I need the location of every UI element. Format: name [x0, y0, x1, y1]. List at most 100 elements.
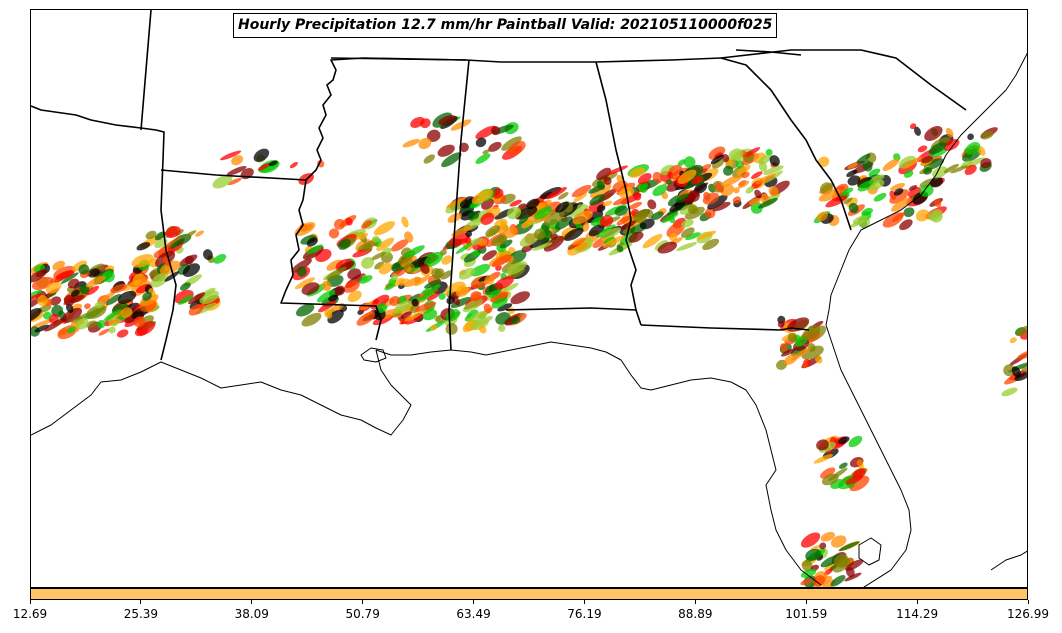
paintball-blob	[632, 191, 642, 201]
paintball-blob	[903, 207, 915, 218]
paintball-blob	[980, 131, 994, 140]
paintball-blob	[539, 186, 562, 200]
colorbar-tick-label: 126.99	[1007, 607, 1049, 621]
paintball-blob	[86, 285, 100, 296]
paintball-blob	[915, 209, 930, 222]
paintball-blob	[757, 197, 778, 209]
paintball-blob	[359, 275, 373, 284]
paintball-blob	[87, 268, 100, 278]
paintball-blob	[31, 298, 42, 310]
paintball-blob	[740, 171, 750, 179]
paintball-blob	[787, 332, 797, 343]
paintball-blob	[712, 201, 731, 212]
paintball-blob	[474, 315, 493, 327]
border-tennessee-north	[330, 57, 722, 63]
paintball-blob	[816, 211, 829, 222]
paintball-blob	[458, 267, 476, 280]
paintball-blob	[110, 283, 128, 294]
paintball-blob	[614, 205, 628, 216]
paintball-blob	[31, 308, 42, 323]
paintball-blob	[478, 239, 488, 247]
paintball-blob	[51, 305, 64, 317]
paintball-blob	[165, 226, 181, 239]
colorbar-tick	[916, 600, 918, 604]
map-title: Hourly Precipitation 12.7 mm/hr Paintbal…	[233, 13, 778, 38]
paintball-blob	[400, 311, 413, 319]
paintball-blob	[67, 278, 80, 289]
paintball-blob	[98, 328, 110, 336]
colorbar-tick-label: 114.29	[896, 607, 939, 621]
paintball-blob	[455, 242, 473, 254]
paintball-blob	[743, 147, 761, 158]
paintball-blob	[203, 249, 213, 261]
paintball-blob	[70, 289, 80, 297]
paintball-blob	[909, 123, 917, 130]
paintball-blob	[736, 164, 751, 176]
paintball-blob	[491, 235, 508, 247]
paintball-blob	[94, 301, 104, 309]
paintball-blob	[142, 292, 152, 301]
paintball-blob	[619, 220, 637, 230]
paintball-blob	[665, 179, 672, 185]
border-nc-sc	[720, 49, 967, 111]
paintball-blob	[491, 297, 508, 309]
lake-okeechobee	[858, 537, 882, 566]
paintball-blob	[1001, 387, 1018, 397]
paintball-blob	[406, 267, 412, 273]
paintball-blob	[345, 217, 353, 226]
atlantic-coast	[825, 52, 1027, 326]
colorbar-tick-label: 50.79	[345, 607, 380, 621]
paintball-blob	[738, 180, 750, 189]
paintball-blob	[503, 227, 518, 239]
paintball-blob	[34, 324, 50, 333]
paintball-blob	[733, 187, 740, 194]
paintball-blob	[669, 199, 687, 212]
colorbar-tick	[29, 600, 31, 604]
paintball-blob	[812, 575, 826, 587]
paintball-blob	[475, 153, 491, 164]
paintball-blob	[848, 435, 863, 448]
paintball-blob	[507, 307, 515, 315]
paintball-blob	[572, 237, 586, 246]
paintball-blob	[268, 160, 278, 167]
paintball-blob	[677, 169, 697, 184]
border-mississippi-alabama	[448, 59, 470, 351]
paintball-blob	[543, 235, 565, 252]
paintball-blob	[404, 231, 414, 243]
paintball-blob	[370, 251, 386, 261]
paintball-blob	[178, 295, 194, 305]
paintball-blob	[72, 260, 88, 272]
paintball-blob	[685, 232, 701, 241]
paintball-blob	[438, 115, 457, 126]
paintball-blob	[921, 155, 934, 164]
paintball-blob	[820, 467, 836, 479]
paintball-blob	[96, 319, 106, 329]
paintball-blob	[485, 225, 501, 237]
paintball-blob	[510, 316, 521, 325]
paintball-blob	[154, 231, 166, 241]
paintball-blob	[846, 169, 858, 178]
colorbar-tick	[362, 600, 364, 604]
paintball-blob	[317, 289, 336, 303]
paintball-blob	[847, 175, 861, 186]
paintball-blob	[596, 167, 612, 181]
paintball-blob	[711, 159, 725, 169]
colorbar-tick	[694, 600, 696, 604]
paintball-blob	[589, 194, 606, 206]
paintball-blob	[103, 309, 122, 321]
colorbar-tick-label: 88.89	[678, 607, 713, 621]
paintball-blob	[869, 179, 885, 191]
paintball-blob	[758, 154, 772, 165]
paintball-blob	[616, 215, 631, 226]
paintball-blob	[55, 270, 75, 280]
coastlines	[31, 52, 1027, 587]
paintball-blob	[108, 326, 116, 334]
paintball-blob	[450, 296, 472, 309]
paintball-blob	[38, 304, 52, 313]
paintball-blob	[84, 303, 91, 310]
border-georgia-florida	[640, 324, 810, 331]
paintball-blob	[780, 348, 796, 357]
paintball-blob	[455, 285, 469, 297]
paintball-blob	[170, 238, 185, 249]
paintball-blob	[494, 276, 515, 290]
